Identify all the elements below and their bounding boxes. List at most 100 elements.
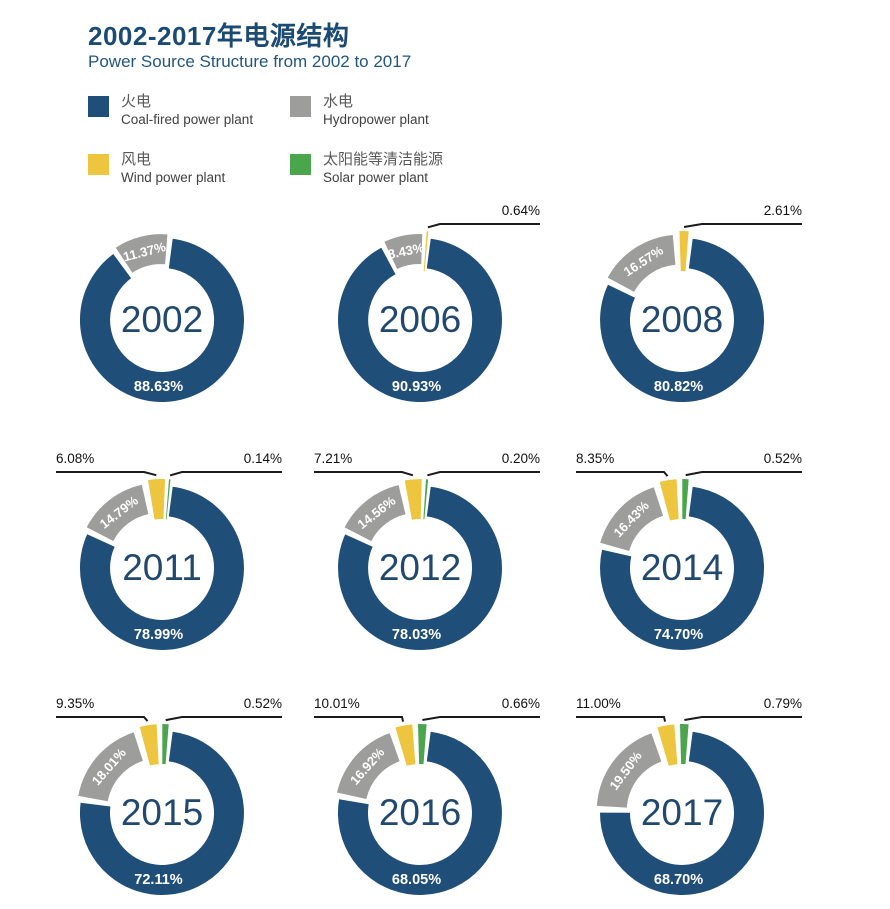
wind-callout-label: 11.00% bbox=[576, 696, 621, 711]
wind-slice-2008 bbox=[679, 230, 689, 272]
solar-callout-label: 0.66% bbox=[502, 696, 540, 711]
coal-swatch-icon bbox=[88, 96, 109, 117]
year-label: 2015 bbox=[121, 792, 203, 833]
coal-percent-label: 78.99% bbox=[134, 627, 183, 643]
solar-slice-2016 bbox=[418, 723, 427, 765]
hydro-swatch-icon bbox=[290, 96, 311, 117]
donut-chart-2015: 72.11% 18.01% 2015 9.35% 0.52% bbox=[36, 653, 288, 899]
legend-item-hydro: 水电 Hydropower plant bbox=[290, 93, 429, 129]
solar-slice-2011 bbox=[165, 479, 171, 520]
coal-percent-label: 90.93% bbox=[392, 379, 441, 395]
solar-callout-label: 0.14% bbox=[244, 451, 282, 466]
wind-slice-2017 bbox=[657, 724, 678, 766]
year-label: 2016 bbox=[379, 792, 461, 833]
hydro-percent-label: 8.43% bbox=[386, 240, 426, 262]
wind-slice-2016 bbox=[395, 724, 416, 766]
wind-callout-label: 6.08% bbox=[56, 451, 94, 466]
year-label: 2014 bbox=[641, 547, 723, 588]
page-subtitle: Power Source Structure from 2002 to 2017 bbox=[88, 52, 412, 71]
legend-coal-en: Coal-fired power plant bbox=[121, 111, 254, 127]
donut-chart-2011: 78.99% 14.79% 2011 6.08% 0.14% bbox=[36, 408, 288, 654]
donut-chart-2014: 74.70% 16.43% 2014 8.35% 0.52% bbox=[556, 408, 808, 654]
solar-slice-2014 bbox=[682, 479, 689, 520]
hydro-slice-2017 bbox=[596, 733, 662, 808]
solar-callout-label: 0.79% bbox=[764, 696, 802, 711]
coal-slice-2016 bbox=[337, 731, 502, 895]
wind-callout-line bbox=[427, 223, 540, 229]
donut-chart-2012: 78.03% 14.56% 2012 7.21% 0.20% bbox=[294, 408, 546, 654]
coal-slice-2014 bbox=[600, 486, 765, 651]
donut-chart-2017: 68.70% 19.50% 2017 11.00% 0.79% bbox=[556, 653, 808, 899]
hydro-slice-2014 bbox=[600, 487, 664, 551]
wind-callout-line bbox=[576, 716, 667, 722]
wind-callout-label: 8.35% bbox=[576, 451, 614, 466]
solar-swatch-icon bbox=[290, 154, 311, 175]
wind-callout-label: 0.64% bbox=[502, 203, 540, 218]
solar-callout-line bbox=[684, 716, 802, 721]
wind-callout-line bbox=[314, 716, 405, 722]
wind-slice-2012 bbox=[404, 479, 422, 520]
coal-slice-2012 bbox=[338, 486, 503, 650]
solar-callout-line bbox=[169, 471, 282, 477]
legend-solar-en: Solar power plant bbox=[323, 169, 429, 185]
wind-callout-label: 10.01% bbox=[314, 696, 360, 711]
wind-callout-line bbox=[56, 716, 149, 722]
wind-callout-line bbox=[56, 471, 157, 477]
hydro-slice-2008 bbox=[607, 235, 676, 292]
coal-slice-2008 bbox=[600, 238, 765, 403]
legend-hydro-cn: 水电 bbox=[323, 93, 354, 110]
solar-callout-label: 0.20% bbox=[502, 451, 540, 466]
donut-chart-2006: 90.93% 8.43% 2006 0.64% bbox=[294, 160, 546, 406]
coal-slice-2011 bbox=[79, 486, 244, 650]
wind-callout-line bbox=[576, 471, 669, 477]
hydro-slice-2012 bbox=[344, 485, 406, 542]
coal-slice-2002 bbox=[79, 238, 244, 402]
coal-percent-label: 72.11% bbox=[134, 872, 182, 888]
legend-wind-cn: 风电 bbox=[121, 151, 152, 168]
wind-slice-2011 bbox=[148, 479, 166, 520]
wind-slice-2014 bbox=[659, 479, 679, 521]
wind-slice-2006 bbox=[423, 231, 429, 272]
hydro-slice-2016 bbox=[337, 733, 400, 799]
coal-percent-label: 88.63% bbox=[134, 379, 183, 395]
legend-coal-cn: 火电 bbox=[121, 93, 152, 110]
wind-slice-2015 bbox=[139, 724, 159, 766]
year-label: 2002 bbox=[121, 299, 203, 340]
coal-slice-2017 bbox=[599, 731, 764, 895]
legend-item-solar: 太阳能等清洁能源 Solar power plant bbox=[290, 151, 443, 187]
wind-callout-label: 7.21% bbox=[314, 451, 352, 466]
hydro-slice-2011 bbox=[86, 484, 149, 541]
coal-percent-label: 78.03% bbox=[392, 627, 441, 643]
legend-item-wind: 风电 Wind power plant bbox=[88, 151, 225, 187]
wind-callout-line bbox=[683, 223, 802, 228]
solar-slice-2015 bbox=[162, 724, 169, 765]
year-label: 2017 bbox=[641, 792, 723, 833]
year-label: 2006 bbox=[379, 299, 461, 340]
coal-slice-2006 bbox=[337, 238, 502, 402]
wind-callout-line bbox=[314, 471, 414, 477]
page-title: 2002-2017年电源结构 bbox=[88, 21, 350, 51]
solar-slice-2017 bbox=[680, 723, 689, 765]
legend-wind-en: Wind power plant bbox=[121, 169, 226, 185]
solar-callout-line bbox=[422, 716, 540, 721]
solar-callout-label: 0.52% bbox=[244, 696, 282, 711]
legend-solar-cn: 太阳能等清洁能源 bbox=[323, 151, 444, 168]
hydro-slice-2015 bbox=[78, 732, 143, 802]
coal-percent-label: 68.70% bbox=[654, 872, 703, 888]
coal-percent-label: 80.82% bbox=[654, 379, 703, 395]
solar-callout-line bbox=[165, 716, 282, 722]
solar-callout-line bbox=[685, 471, 802, 477]
donut-svg-2006: 90.93% 8.43% 2006 0.64% bbox=[337, 203, 540, 402]
donut-svg-2002: 88.63%11.37%2002 bbox=[79, 234, 244, 402]
wind-callout-label: 9.35% bbox=[56, 696, 94, 711]
solar-callout-line bbox=[427, 471, 540, 477]
coal-slice-2015 bbox=[79, 731, 244, 895]
